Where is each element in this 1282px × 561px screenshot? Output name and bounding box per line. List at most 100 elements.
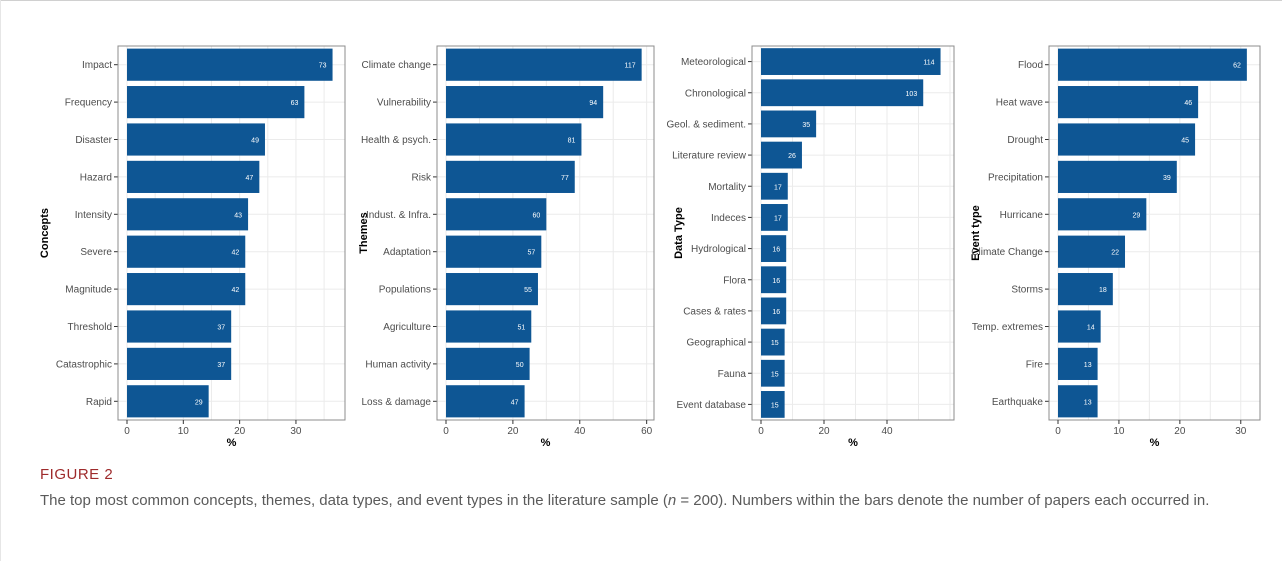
bar [127, 273, 246, 306]
bar-value-label: 94 [589, 100, 597, 107]
x-axis-title: % [227, 437, 237, 449]
y-axis-title: Themes [358, 212, 370, 254]
y-tick-label: Flood [1018, 60, 1043, 71]
bar [127, 160, 260, 193]
caption-text-before: The top most common concepts, themes, da… [40, 492, 668, 509]
y-axis-title: Concepts [39, 208, 51, 258]
y-tick-label: Hydrological [691, 244, 746, 255]
y-tick-label: Impact [82, 60, 112, 71]
bar [761, 359, 785, 387]
y-tick-label: Indust. & Infra. [366, 210, 431, 221]
x-tick-label: 0 [758, 426, 764, 437]
y-tick-label: Rapid [86, 397, 112, 408]
bar [127, 48, 333, 81]
panel-border [751, 45, 955, 421]
bar-value-label: 13 [1084, 362, 1092, 369]
y-tick-label: Fauna [718, 369, 747, 380]
y-tick-label: Adaptation [383, 247, 431, 258]
x-axis-title: % [848, 437, 858, 449]
y-tick-label: Human activity [365, 359, 431, 370]
bar-value-label: 29 [1133, 212, 1141, 219]
x-tick-label: 10 [1113, 426, 1125, 437]
bar [446, 160, 575, 193]
y-tick-label: Risk [412, 172, 432, 183]
bar [1058, 123, 1196, 156]
bar-value-label: 37 [217, 325, 225, 332]
bar [1058, 160, 1177, 193]
y-tick-label: Temp. extremes [972, 322, 1043, 333]
y-tick-label: Frequency [65, 98, 112, 109]
y-tick-label: Health & psych. [361, 135, 431, 146]
bar [127, 123, 265, 156]
y-tick-label: Chronological [685, 88, 746, 99]
x-tick-label: 30 [290, 426, 302, 437]
bar-value-label: 15 [771, 402, 779, 409]
y-tick-label: Storms [1011, 285, 1043, 296]
bar [127, 385, 209, 418]
figure-charts: 73 Impact 63 Frequency 49 Disaster 47 Hazard 43 I… [39, 45, 1261, 449]
bar-value-label: 77 [561, 175, 569, 182]
bar [1058, 235, 1126, 268]
top-rule [0, 0, 1282, 1]
x-tick-label: 0 [1055, 426, 1061, 437]
bar [446, 235, 542, 268]
bar-value-label: 18 [1099, 287, 1107, 294]
bar-value-label: 47 [511, 399, 519, 406]
y-tick-label: Cases & rates [683, 306, 746, 317]
bar [761, 79, 924, 107]
bar [446, 123, 582, 156]
bar-value-label: 42 [231, 250, 239, 257]
x-tick-label: 0 [443, 426, 449, 437]
bar-value-label: 42 [231, 287, 239, 294]
bar-value-label: 49 [251, 138, 259, 145]
bar [446, 48, 642, 81]
caption-text-after: = 200). Numbers within the bars denote t… [676, 492, 1210, 509]
x-tick-label: 0 [124, 426, 130, 437]
bar [1058, 385, 1098, 418]
bar-value-label: 43 [234, 212, 242, 219]
bar [127, 198, 249, 231]
y-tick-label: Flora [723, 275, 746, 286]
bar [127, 347, 232, 380]
x-tick-label: 40 [881, 426, 893, 437]
bar-value-label: 50 [516, 362, 524, 369]
bar [127, 310, 232, 343]
bar [761, 391, 785, 418]
y-axis-title: Data Type [673, 207, 685, 259]
bar-value-label: 17 [774, 184, 782, 191]
bar [761, 204, 788, 231]
bar-value-label: 46 [1184, 100, 1192, 107]
x-tick-label: 30 [1235, 426, 1247, 437]
figure-caption: The top most common concepts, themes, da… [40, 490, 1240, 512]
y-tick-label: Precipitation [988, 172, 1043, 183]
bar-value-label: 81 [568, 138, 576, 145]
y-tick-label: Geol. & sediment. [667, 119, 746, 130]
y-tick-label: Heat wave [996, 98, 1044, 109]
y-tick-label: Fire [1026, 359, 1044, 370]
bar [761, 48, 941, 75]
x-tick-label: 10 [178, 426, 190, 437]
bar-value-label: 35 [802, 122, 810, 129]
bar-value-label: 16 [772, 247, 780, 254]
bar [1058, 198, 1147, 231]
y-tick-label: Threshold [68, 322, 112, 333]
bar [1058, 310, 1101, 343]
bar-value-label: 117 [624, 63, 635, 70]
y-tick-label: Literature review [672, 151, 747, 162]
bar [446, 273, 538, 306]
bar [446, 310, 532, 343]
bar-value-label: 45 [1181, 138, 1189, 145]
y-tick-label: Vulnerability [377, 98, 431, 109]
y-axis-title: Event type [970, 205, 982, 261]
bar [761, 110, 817, 138]
bar-value-label: 26 [788, 153, 796, 160]
bar [761, 235, 787, 262]
bar-value-label: 37 [217, 362, 225, 369]
bar-value-label: 29 [195, 399, 203, 406]
bar [446, 86, 604, 119]
x-axis-title: % [541, 437, 551, 449]
bar-value-label: 62 [1233, 63, 1241, 70]
panel-border [1048, 45, 1261, 421]
bar-value-label: 17 [774, 215, 782, 222]
figure-label: FIGURE 2 [40, 466, 114, 483]
